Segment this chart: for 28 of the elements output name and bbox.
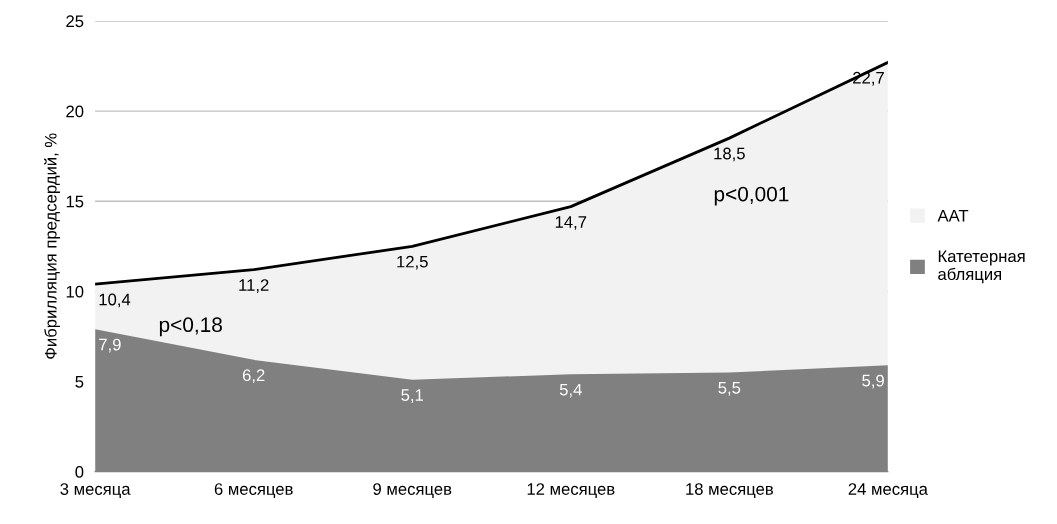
legend-label: ААТ [937,209,969,222]
x-tick-label: 24 месяца [848,483,928,499]
data-label: 5,4 [559,383,582,398]
x-tick-label: 18 месяцев [686,483,773,499]
data-label: 6,2 [242,369,265,384]
data-label: 5,1 [401,389,423,403]
data-label: 10,4 [99,293,131,308]
annotation: p<0,001 [714,186,789,206]
annotation: p<0,18 [159,317,222,337]
y-tick-label: 5 [75,376,84,388]
data-label: 5,5 [718,382,741,396]
y-axis-title: Фибрилляция предсердий, % [44,133,60,359]
legend-label: Катетерная абляция [938,250,1025,284]
x-tick-label: 9 месяцев [373,483,452,499]
data-label: 7,9 [99,338,121,353]
data-label: 18,5 [714,147,745,162]
x-tick-label: 12 месяцев [527,483,615,499]
y-tick-label: 20 [66,105,84,118]
data-label: 14,7 [555,216,587,230]
y-tick-label: 10 [66,285,84,298]
y-tick-label: 15 [66,195,84,208]
x-tick-label: 6 месяцев [214,483,293,499]
y-tick-label: 25 [66,15,84,28]
y-tick-label: 0 [75,466,84,478]
data-label: 11,2 [239,279,269,293]
data-label: 12,5 [397,255,428,270]
data-label: 5,9 [862,374,884,389]
x-tick-label: 3 месяца [60,483,131,499]
